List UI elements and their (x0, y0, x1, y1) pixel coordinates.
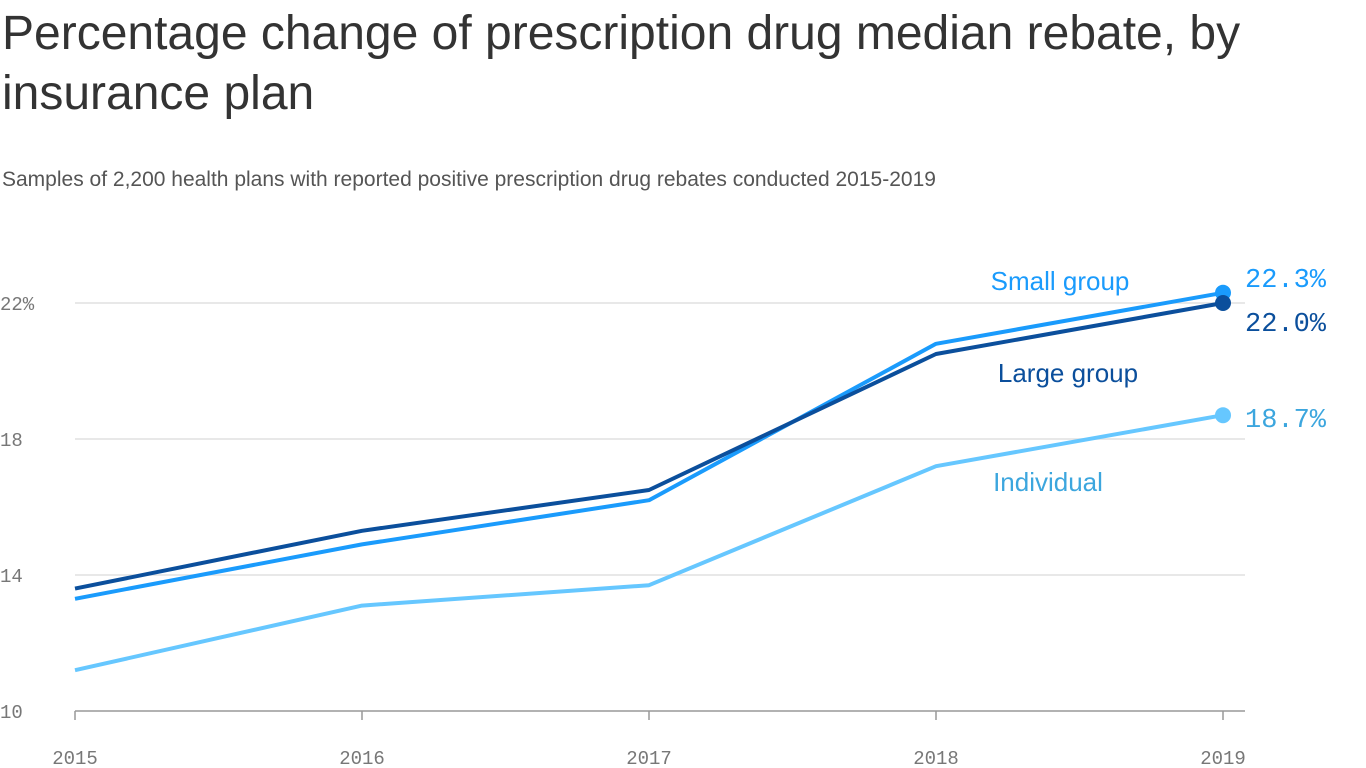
end-value-label: 18.7% (1245, 406, 1327, 436)
series-label-individual: Individual (993, 467, 1103, 497)
series-line-large-group (74, 301, 1224, 591)
x-tick-label: 2018 (913, 748, 959, 768)
end-point-individual (1215, 407, 1231, 424)
series-label-small-group: Small group (991, 266, 1130, 296)
end-point-large-group (1215, 295, 1231, 311)
y-tick-label: 14 (0, 566, 23, 588)
series-label-large-group: Large group (998, 358, 1138, 388)
chart-title: Percentage change of prescription drug m… (2, 7, 1241, 120)
y-tick-label: 22% (0, 294, 35, 316)
series-line-individual (74, 413, 1224, 673)
end-value-label: 22.3% (1245, 266, 1327, 296)
end-value-label: 22.0% (1245, 310, 1327, 340)
x-tick-label: 2015 (52, 748, 98, 768)
x-tick-label: 2019 (1200, 748, 1246, 768)
x-tick-label: 2016 (339, 748, 385, 768)
y-tick-label: 18 (0, 430, 23, 452)
chart-subtitle: Samples of 2,200 health plans with repor… (2, 168, 936, 191)
series-line-small-group (74, 290, 1224, 601)
y-tick-label: 10 (0, 702, 23, 724)
x-tick-label: 2017 (626, 748, 672, 768)
